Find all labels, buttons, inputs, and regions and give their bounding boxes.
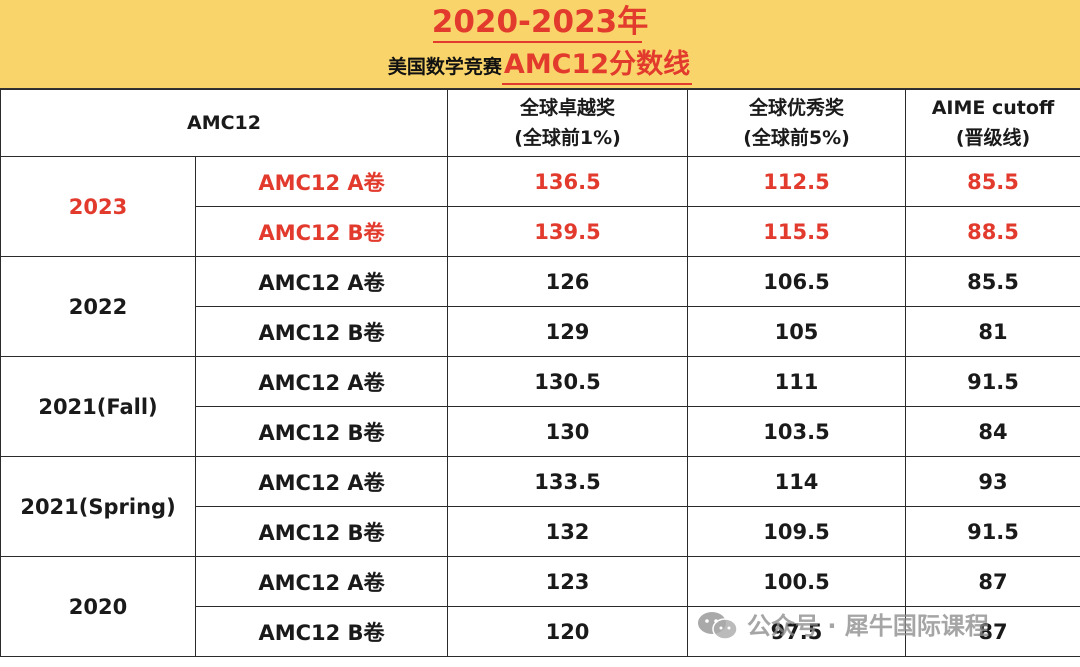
corner-label: AMC12 [0, 89, 448, 157]
distinction-score-cell: 120 [447, 606, 688, 657]
honor-score-cell: 100.5 [687, 556, 906, 607]
aime-cutoff-cell: 87 [905, 606, 1080, 657]
honor-score-cell: 112.5 [687, 156, 906, 207]
sheet-subtitle: 美国数学竞赛AMC12分数线 [0, 47, 1080, 85]
honor-score-cell: 115.5 [687, 206, 906, 257]
aime-cutoff-cell: 84 [905, 406, 1080, 457]
year-cell: 2021(Fall) [0, 356, 196, 457]
year-cell: 2023 [0, 156, 196, 257]
honor-score-cell: 103.5 [687, 406, 906, 457]
exam-cell: AMC12 A卷 [195, 156, 448, 207]
aime-cutoff-cell: 81 [905, 306, 1080, 357]
column-header-honor: 全球优秀奖 (全球前5%) [687, 89, 906, 157]
honor-score-cell: 105 [687, 306, 906, 357]
distinction-score-cell: 133.5 [447, 456, 688, 507]
column-header-note: (全球前1%) [514, 127, 621, 149]
exam-cell: AMC12 B卷 [195, 506, 448, 557]
distinction-score-cell: 123 [447, 556, 688, 607]
column-header-distinction: 全球卓越奖 (全球前1%) [447, 89, 688, 157]
distinction-score-cell: 130.5 [447, 356, 688, 407]
aime-cutoff-cell: 91.5 [905, 356, 1080, 407]
watermark-text: 公众号 · 犀牛国际课程 [747, 612, 989, 640]
aime-cutoff-cell: 85.5 [905, 156, 1080, 207]
aime-cutoff-cell: 91.5 [905, 506, 1080, 557]
score-table: AMC12 全球卓越奖 (全球前1%) 全球优秀奖 (全球前5%) AIME c… [0, 89, 1080, 657]
year-cell: 2020 [0, 556, 196, 657]
distinction-score-cell: 139.5 [447, 206, 688, 257]
table-row: 2021(Spring) AMC12 A卷 133.5 114 93 [0, 456, 1080, 557]
year-cell: 2021(Spring) [0, 456, 196, 557]
wechat-icon [698, 612, 738, 640]
table-row: 2020 AMC12 A卷 123 100.5 87 [0, 556, 1080, 657]
exam-cell: AMC12 B卷 [195, 606, 448, 657]
distinction-score-cell: 132 [447, 506, 688, 557]
table-row: 2022 AMC12 A卷 126 106.5 85.5 [0, 256, 1080, 357]
distinction-score-cell: 130 [447, 406, 688, 457]
exam-cell: AMC12 B卷 [195, 206, 448, 257]
exam-cell: AMC12 A卷 [195, 256, 448, 307]
column-header-note: (晋级线) [955, 127, 1031, 149]
title-underline [433, 41, 642, 43]
subtitle-prefix: 美国数学竞赛 [387, 56, 502, 78]
table-row: AMC12 B卷 132 109.5 91.5 [1, 506, 1080, 557]
subtitle-highlight: AMC12分数线 [501, 47, 693, 85]
column-header-title: AIME cutoff [931, 97, 1055, 119]
exam-cell: AMC12 B卷 [195, 306, 448, 357]
honor-score-cell: 109.5 [687, 506, 906, 557]
exam-cell: AMC12 A卷 [195, 356, 448, 407]
table-row: 2021(Fall) AMC12 A卷 130.5 111 91.5 [0, 356, 1080, 457]
column-header-title: 全球卓越奖 [519, 97, 615, 119]
column-header-aime: AIME cutoff (晋级线) [905, 89, 1080, 157]
exam-cell: AMC12 A卷 [195, 556, 448, 607]
column-header-note: (全球前5%) [743, 127, 850, 149]
honor-score-cell: 106.5 [687, 256, 906, 307]
column-header-title: 全球优秀奖 [748, 97, 844, 119]
header-banner: 2020-2023年 美国数学竞赛AMC12分数线 [0, 0, 1080, 90]
honor-score-cell: 111 [687, 356, 906, 407]
honor-score-cell: 114 [687, 456, 906, 507]
distinction-score-cell: 136.5 [447, 156, 688, 207]
year-cell: 2022 [0, 256, 196, 357]
aime-cutoff-cell: 87 [905, 556, 1080, 607]
watermark: 公众号 · 犀牛国际课程 [697, 609, 1057, 643]
table-row: 2023 AMC12 A卷 136.5 112.5 85.5 [0, 156, 1080, 257]
distinction-score-cell: 126 [447, 256, 688, 307]
exam-cell: AMC12 B卷 [195, 406, 448, 457]
aime-cutoff-cell: 85.5 [905, 256, 1080, 307]
exam-cell: AMC12 A卷 [195, 456, 448, 507]
distinction-score-cell: 129 [447, 306, 688, 357]
sheet-title: 2020-2023年 [431, 4, 649, 40]
aime-cutoff-cell: 88.5 [905, 206, 1080, 257]
table-header-row: AMC12 全球卓越奖 (全球前1%) 全球优秀奖 (全球前5%) AIME c… [0, 89, 1080, 157]
aime-cutoff-cell: 93 [905, 456, 1080, 507]
table-row: AMC12 B卷 130 103.5 84 [1, 406, 1080, 457]
